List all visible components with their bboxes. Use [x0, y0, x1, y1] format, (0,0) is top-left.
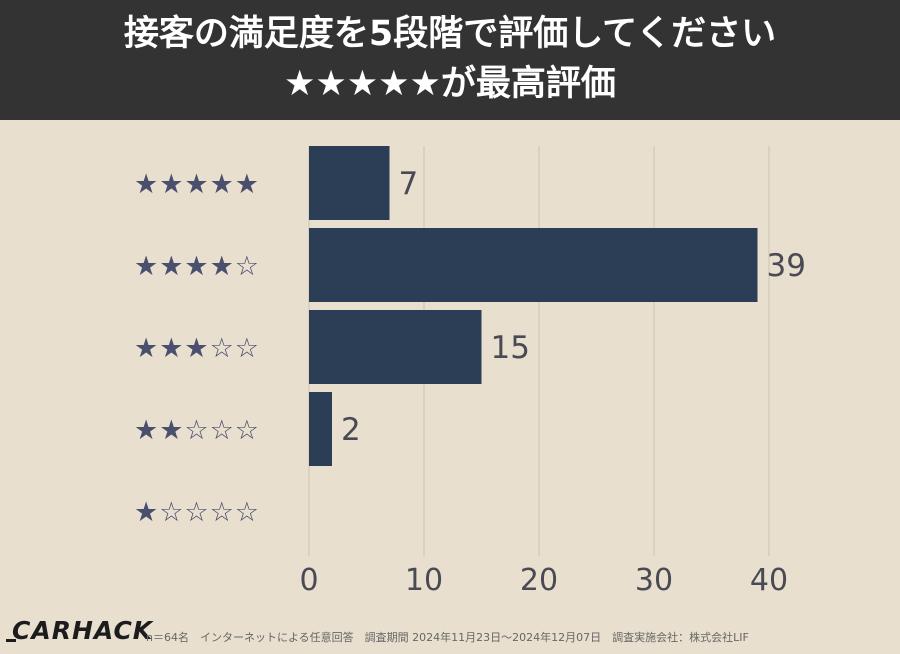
x-axis-ticks: 0 10 20 30 40: [299, 563, 788, 598]
star-category-labels: ★★★★★ ★★★★☆ ★★★☆☆ ★★☆☆☆ ★☆☆☆☆: [134, 169, 260, 528]
data-label: 39: [767, 248, 806, 284]
star-rating-label: ★★★☆☆: [134, 333, 260, 364]
x-tick-label: 30: [635, 563, 673, 598]
chart-title-line1: 接客の満足度を5段階で評価してください: [123, 14, 777, 54]
footer: CARHACK n＝64名 インターネットによる任意回答 調査期間 2024年1…: [0, 612, 900, 654]
logo-underline: [6, 639, 16, 642]
star-rating-label: ★★★★★: [134, 169, 260, 200]
data-label: 15: [491, 330, 530, 366]
data-label: 2: [341, 412, 361, 448]
star-rating-label: ★★☆☆☆: [134, 415, 260, 446]
x-tick-label: 40: [750, 563, 788, 598]
survey-note: n＝64名 インターネットによる任意回答 調査期間 2024年11月23日～20…: [146, 631, 749, 644]
star-rating-label: ★☆☆☆☆: [134, 497, 260, 528]
data-label: 7: [399, 166, 419, 202]
bar: [309, 146, 390, 220]
bar: [309, 310, 482, 384]
chart-header: 接客の満足度を5段階で評価してください ★★★★★が最高評価: [0, 0, 900, 120]
bar: [309, 228, 758, 302]
bars: [309, 146, 758, 466]
x-tick-label: 10: [405, 563, 443, 598]
chart-title-line2: ★★★★★が最高評価: [284, 64, 616, 104]
x-tick-label: 20: [520, 563, 558, 598]
bar: [309, 392, 332, 466]
value-labels: 7 39 15 2: [341, 166, 806, 448]
star-rating-label: ★★★★☆: [134, 251, 260, 282]
bar-chart: 7 39 15 2 ★★★★★ ★★★★☆ ★★★☆☆ ★★☆☆☆ ★☆☆☆☆ 0 10 20 30…: [134, 146, 806, 598]
x-tick-label: 0: [299, 563, 318, 598]
carhack-logo: CARHACK: [12, 616, 154, 645]
